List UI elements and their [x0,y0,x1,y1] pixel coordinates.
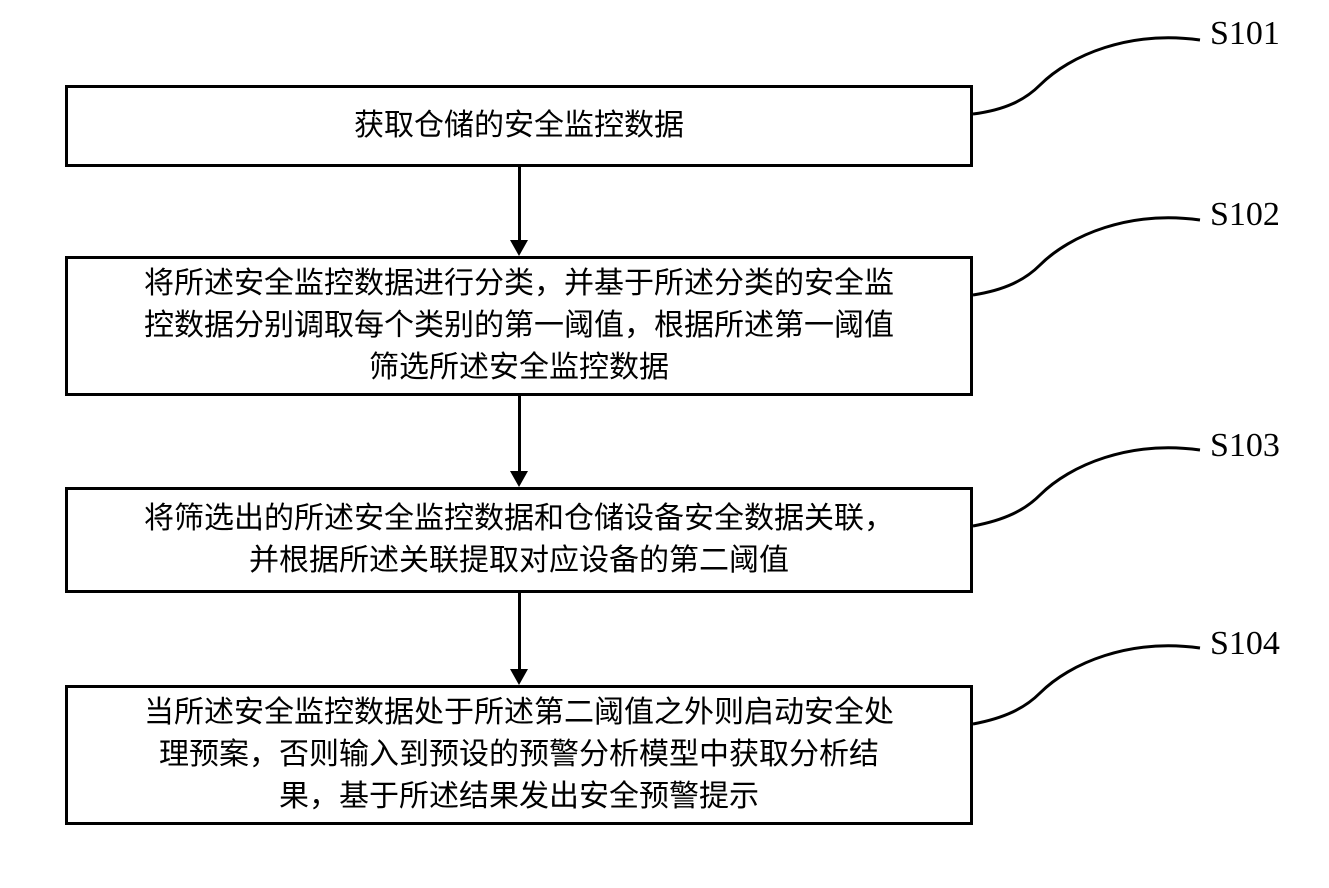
leader-s102 [973,218,1200,295]
leader-curves [0,0,1329,888]
leader-s104 [973,646,1200,724]
flowchart-canvas: 获取仓储的安全监控数据 将所述安全监控数据进行分类，并基于所述分类的安全监 控数… [0,0,1329,888]
leader-s101 [973,38,1200,114]
leader-s103 [973,448,1200,526]
